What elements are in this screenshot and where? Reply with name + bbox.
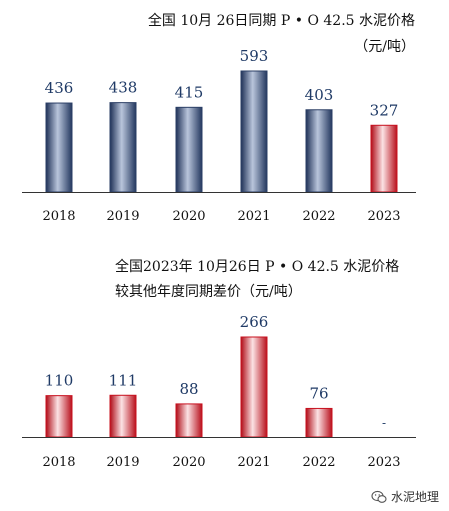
chart2-subtitle: 较其他年度同期差价（元/吨） [115,284,302,300]
data-label-2023: 327 [370,101,399,119]
bar-2022 [305,407,333,438]
tick-label-2022: 2022 [302,455,335,470]
bar-2020 [175,106,203,193]
tick-label-2022: 2022 [302,209,335,224]
bar-2018 [45,102,73,193]
tick-label-2021: 2021 [237,209,270,224]
data-label-2018: 436 [45,79,74,97]
bar-2021 [240,70,268,193]
wechat-icon [371,490,387,503]
chart2-plot: 110 2018 111 2019 88 2020 266 2021 76 2022 - 2023 [22,313,416,470]
tick-label-2023: 2023 [367,209,400,224]
tick-label-2023: 2023 [367,455,400,470]
watermark-text: 水泥地理 [390,490,439,504]
chart1-plot: 436 2018 438 2019 415 2020 593 2021 403 2022 327 20… [22,47,416,224]
data-label-2023: - [382,416,386,430]
data-label-2022: 403 [305,86,334,104]
tick-label-2018: 2018 [42,209,75,224]
bar-2019 [109,394,137,438]
chart1-title: 全国 10月 26日同期 P • O 42.5 水泥价格 [148,12,415,29]
data-label-2018: 110 [45,372,74,390]
chart2-title: 全国2023年 10月26日 P • O 42.5 水泥价格 [115,258,399,275]
watermark: 水泥地理 [371,488,439,505]
bar-2018 [45,395,73,438]
data-label-2019: 111 [109,371,138,389]
data-label-2021: 266 [240,313,269,331]
tick-label-2021: 2021 [237,455,270,470]
data-label-2019: 438 [109,79,138,97]
tick-label-2019: 2019 [106,209,139,224]
chart1-subtitle: （元/吨） [354,39,415,55]
tick-label-2019: 2019 [106,455,139,470]
data-label-2022: 76 [309,384,328,402]
tick-label-2020: 2020 [172,209,205,224]
bar-2021 [240,336,268,438]
bar-2019 [109,102,137,193]
data-label-2021: 593 [240,47,269,65]
bar-2022 [305,109,333,193]
tick-label-2018: 2018 [42,455,75,470]
data-label-2020: 88 [179,380,198,398]
data-label-2020: 415 [175,83,204,101]
tick-label-2020: 2020 [172,455,205,470]
bar-2023 [370,124,398,193]
bar-2020 [175,403,203,438]
